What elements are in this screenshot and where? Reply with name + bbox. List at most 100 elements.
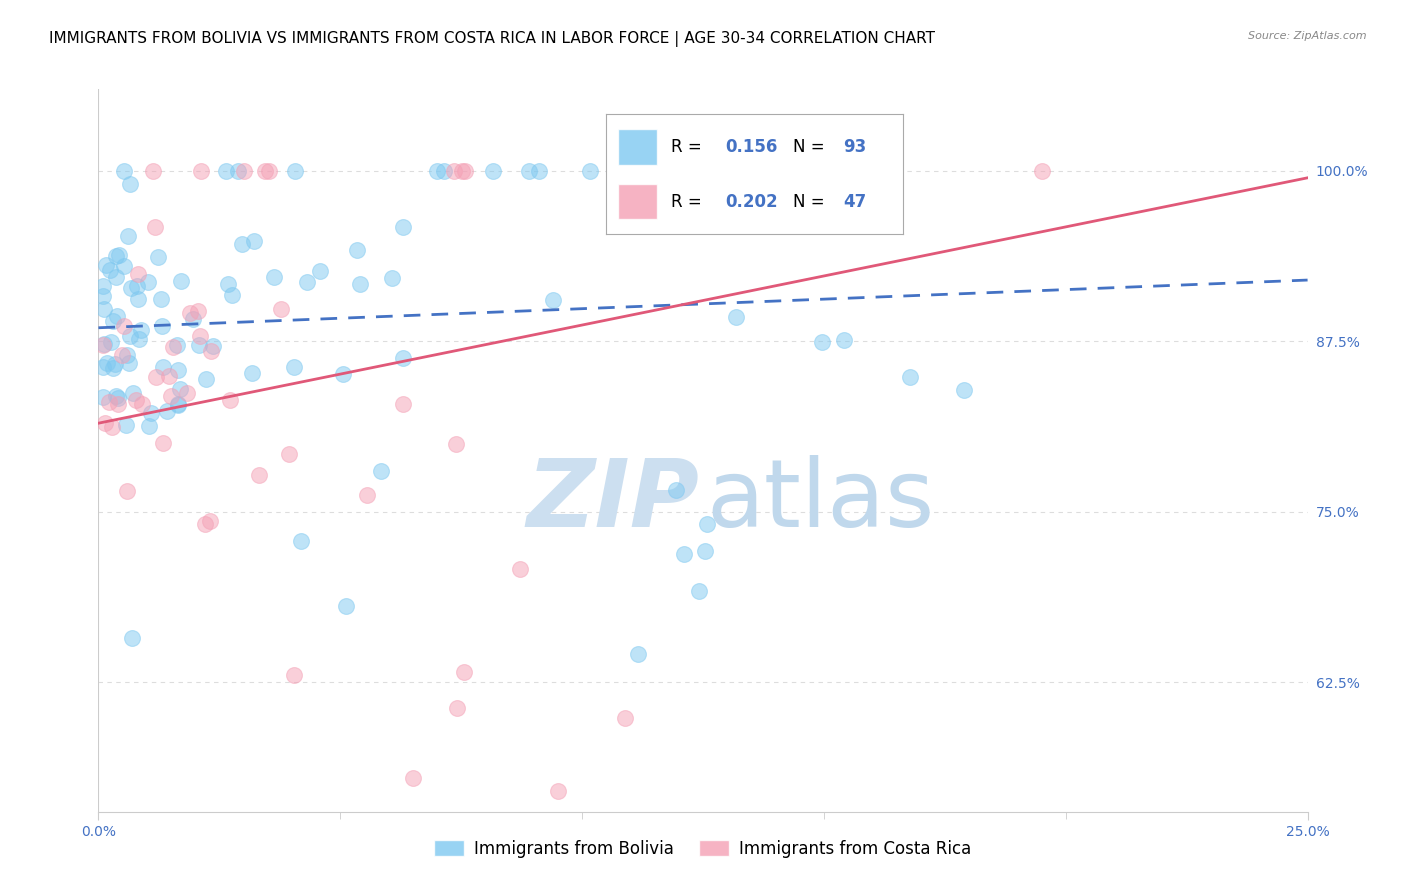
Point	[695, 544, 717, 558]
Point	[627, 164, 650, 178]
Point	[335, 599, 357, 614]
Point	[121, 386, 143, 401]
Point	[91, 338, 114, 352]
Point	[332, 367, 354, 381]
Point	[517, 164, 540, 178]
Point	[146, 250, 169, 264]
Point	[381, 270, 404, 285]
Point	[91, 278, 114, 293]
Point	[169, 382, 191, 396]
Point	[187, 338, 209, 352]
Text: IMMIGRANTS FROM BOLIVIA VS IMMIGRANTS FROM COSTA RICA IN LABOR FORCE | AGE 30-34: IMMIGRANTS FROM BOLIVIA VS IMMIGRANTS FR…	[49, 31, 935, 47]
Point	[392, 351, 415, 365]
Point	[228, 164, 250, 178]
Point	[188, 328, 211, 343]
Point	[309, 264, 332, 278]
Point	[194, 372, 217, 386]
Point	[259, 164, 281, 178]
Point	[832, 333, 855, 347]
Legend: Immigrants from Bolivia, Immigrants from Costa Rica: Immigrants from Bolivia, Immigrants from…	[427, 833, 979, 865]
Point	[94, 417, 117, 431]
Text: ZIP: ZIP	[526, 455, 699, 547]
Point	[145, 370, 167, 384]
Point	[370, 464, 392, 478]
Point	[402, 771, 425, 785]
Point	[125, 278, 148, 293]
Point	[127, 267, 149, 281]
Point	[91, 360, 114, 375]
Point	[426, 164, 449, 178]
Point	[91, 289, 114, 303]
Point	[98, 262, 121, 277]
Point	[115, 483, 138, 498]
Point	[284, 164, 307, 178]
Point	[152, 435, 174, 450]
Point	[128, 332, 150, 346]
Point	[215, 164, 238, 178]
Point	[200, 344, 222, 359]
Point	[112, 164, 135, 178]
Point	[150, 292, 173, 306]
Point	[91, 390, 114, 404]
Point	[349, 277, 371, 292]
Point	[160, 389, 183, 403]
Point	[547, 784, 569, 798]
Point	[127, 293, 149, 307]
Point	[482, 164, 505, 178]
Point	[120, 281, 142, 295]
Point	[112, 318, 135, 333]
Point	[454, 164, 477, 178]
Point	[108, 248, 131, 262]
Point	[124, 393, 146, 408]
Point	[356, 488, 378, 502]
Point	[150, 318, 173, 333]
Point	[100, 334, 122, 349]
Point	[219, 392, 242, 407]
Point	[444, 437, 467, 451]
Point	[117, 228, 139, 243]
Point	[724, 164, 747, 178]
Point	[187, 304, 209, 318]
Point	[176, 385, 198, 400]
Point	[93, 336, 115, 351]
Point	[156, 403, 179, 417]
Point	[152, 359, 174, 374]
Point	[105, 389, 128, 403]
Point	[107, 397, 129, 411]
Point	[509, 562, 531, 576]
Point	[898, 369, 921, 384]
Point	[953, 384, 976, 398]
Point	[179, 306, 201, 320]
Point	[202, 339, 225, 353]
Point	[240, 367, 263, 381]
Point	[278, 447, 301, 461]
Point	[232, 164, 254, 178]
Point	[181, 312, 204, 326]
Point	[131, 397, 153, 411]
Point	[392, 397, 415, 411]
Point	[579, 164, 602, 178]
Point	[688, 584, 710, 599]
Point	[143, 220, 166, 235]
Point	[115, 417, 138, 432]
Point	[105, 270, 128, 285]
Point	[243, 234, 266, 248]
Point	[665, 483, 688, 497]
Point	[121, 632, 143, 646]
Point	[541, 293, 564, 307]
Point	[103, 314, 125, 328]
Point	[93, 302, 115, 317]
Point	[253, 164, 276, 178]
Point	[451, 164, 474, 178]
Point	[96, 356, 118, 370]
Point	[1031, 164, 1053, 178]
Point	[118, 178, 141, 192]
Point	[198, 514, 221, 528]
Point	[142, 164, 165, 178]
Point	[247, 468, 270, 483]
Point	[167, 363, 190, 377]
Point	[104, 357, 127, 371]
Point	[129, 323, 152, 337]
Point	[270, 301, 292, 316]
Point	[453, 665, 475, 679]
